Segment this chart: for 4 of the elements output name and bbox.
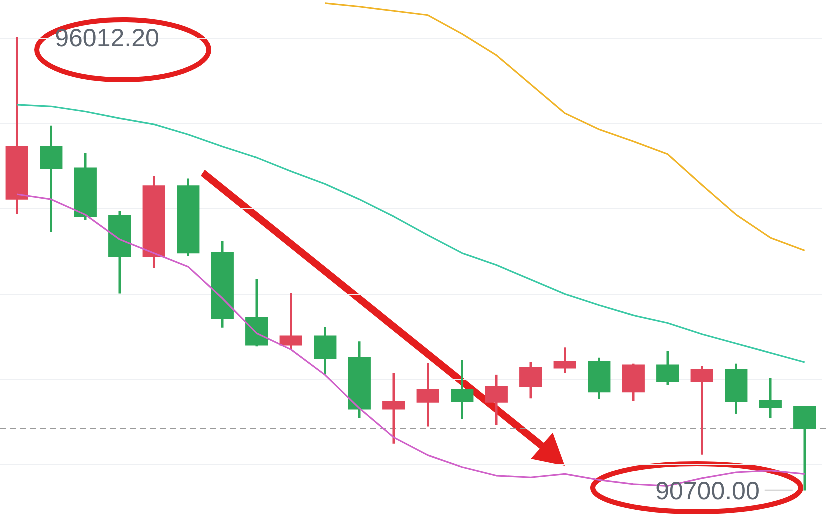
candlestick — [690, 366, 714, 455]
annotation: 90700.00 — [656, 477, 760, 506]
candlestick — [382, 373, 406, 444]
annotation: 96012.20 — [55, 24, 160, 52]
